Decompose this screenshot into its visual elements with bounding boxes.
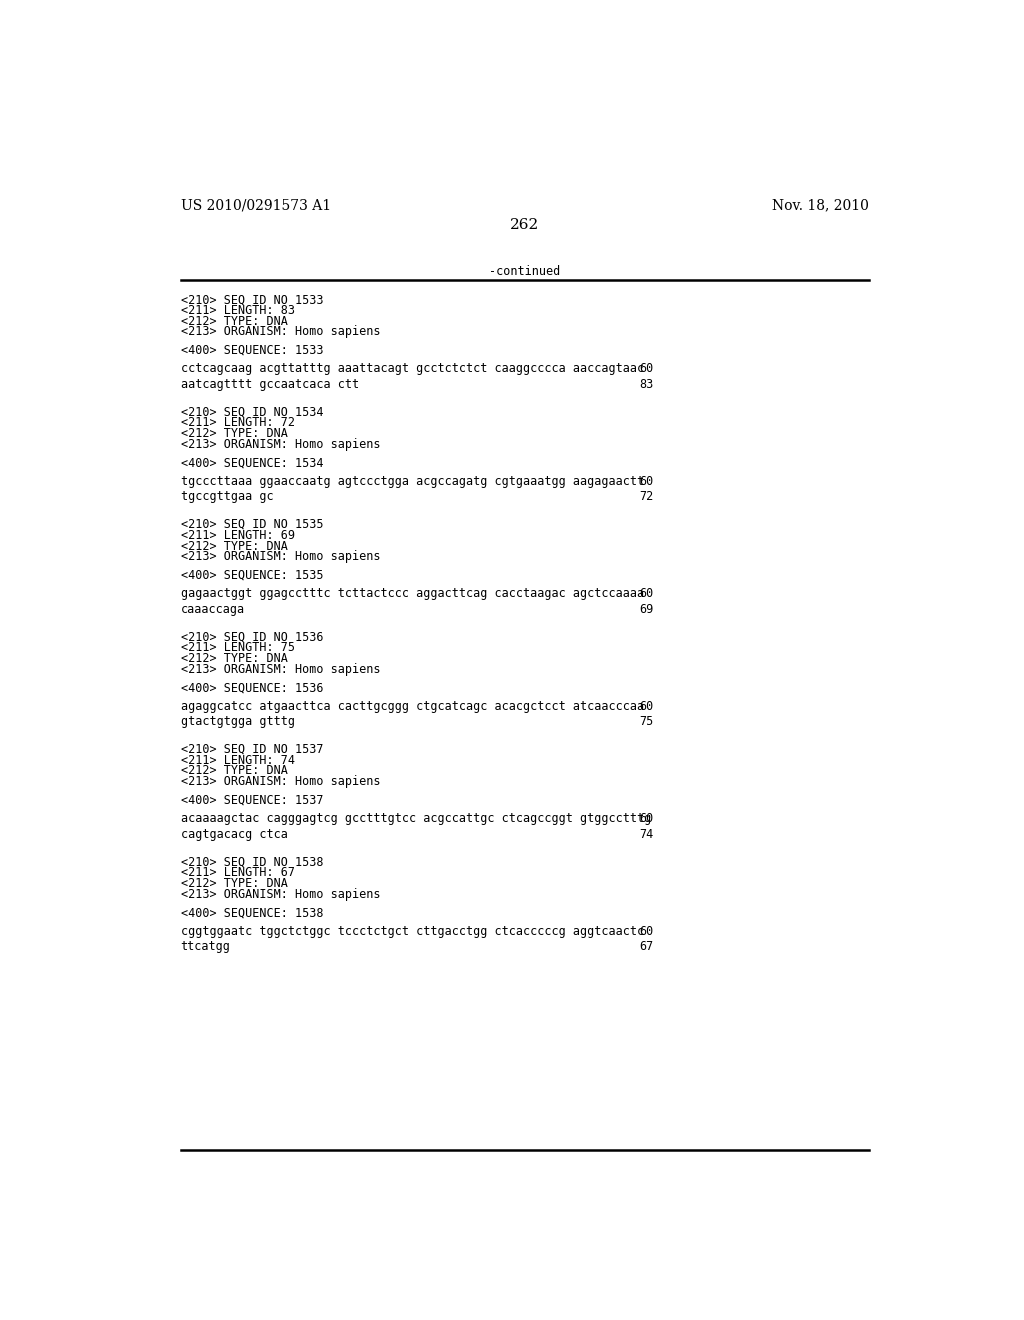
Text: -continued: -continued bbox=[489, 264, 560, 277]
Text: <213> ORGANISM: Homo sapiens: <213> ORGANISM: Homo sapiens bbox=[180, 775, 380, 788]
Text: <212> TYPE: DNA: <212> TYPE: DNA bbox=[180, 764, 288, 777]
Text: <212> TYPE: DNA: <212> TYPE: DNA bbox=[180, 428, 288, 440]
Text: <211> LENGTH: 74: <211> LENGTH: 74 bbox=[180, 754, 295, 767]
Text: gtactgtgga gtttg: gtactgtgga gtttg bbox=[180, 715, 295, 729]
Text: <400> SEQUENCE: 1536: <400> SEQUENCE: 1536 bbox=[180, 681, 324, 694]
Text: <213> ORGANISM: Homo sapiens: <213> ORGANISM: Homo sapiens bbox=[180, 550, 380, 564]
Text: 60: 60 bbox=[640, 475, 653, 488]
Text: <400> SEQUENCE: 1533: <400> SEQUENCE: 1533 bbox=[180, 345, 324, 356]
Text: <211> LENGTH: 83: <211> LENGTH: 83 bbox=[180, 304, 295, 317]
Text: <212> TYPE: DNA: <212> TYPE: DNA bbox=[180, 876, 288, 890]
Text: <400> SEQUENCE: 1534: <400> SEQUENCE: 1534 bbox=[180, 457, 324, 470]
Text: <210> SEQ ID NO 1535: <210> SEQ ID NO 1535 bbox=[180, 517, 324, 531]
Text: 67: 67 bbox=[640, 940, 653, 953]
Text: <213> ORGANISM: Homo sapiens: <213> ORGANISM: Homo sapiens bbox=[180, 887, 380, 900]
Text: 60: 60 bbox=[640, 812, 653, 825]
Text: caaaccaga: caaaccaga bbox=[180, 603, 245, 615]
Text: US 2010/0291573 A1: US 2010/0291573 A1 bbox=[180, 198, 331, 213]
Text: <210> SEQ ID NO 1538: <210> SEQ ID NO 1538 bbox=[180, 855, 324, 869]
Text: 72: 72 bbox=[640, 490, 653, 503]
Text: <211> LENGTH: 69: <211> LENGTH: 69 bbox=[180, 529, 295, 541]
Text: <400> SEQUENCE: 1538: <400> SEQUENCE: 1538 bbox=[180, 906, 324, 919]
Text: <210> SEQ ID NO 1536: <210> SEQ ID NO 1536 bbox=[180, 631, 324, 643]
Text: cctcagcaag acgttatttg aaattacagt gcctctctct caaggcccca aaccagtaac: cctcagcaag acgttatttg aaattacagt gcctctc… bbox=[180, 363, 644, 375]
Text: 60: 60 bbox=[640, 924, 653, 937]
Text: 83: 83 bbox=[640, 378, 653, 391]
Text: <212> TYPE: DNA: <212> TYPE: DNA bbox=[180, 314, 288, 327]
Text: 69: 69 bbox=[640, 603, 653, 615]
Text: cggtggaatc tggctctggc tccctctgct cttgacctgg ctcacccccg aggtcaactc: cggtggaatc tggctctggc tccctctgct cttgacc… bbox=[180, 924, 644, 937]
Text: <210> SEQ ID NO 1533: <210> SEQ ID NO 1533 bbox=[180, 293, 324, 306]
Text: <211> LENGTH: 67: <211> LENGTH: 67 bbox=[180, 866, 295, 879]
Text: <213> ORGANISM: Homo sapiens: <213> ORGANISM: Homo sapiens bbox=[180, 326, 380, 338]
Text: gagaactggt ggagcctttc tcttactccc aggacttcag cacctaagac agctccaaaa: gagaactggt ggagcctttc tcttactccc aggactt… bbox=[180, 587, 644, 601]
Text: ttcatgg: ttcatgg bbox=[180, 940, 230, 953]
Text: <400> SEQUENCE: 1537: <400> SEQUENCE: 1537 bbox=[180, 793, 324, 807]
Text: aatcagtttt gccaatcaca ctt: aatcagtttt gccaatcaca ctt bbox=[180, 378, 358, 391]
Text: 75: 75 bbox=[640, 715, 653, 729]
Text: tgccgttgaa gc: tgccgttgaa gc bbox=[180, 490, 273, 503]
Text: <210> SEQ ID NO 1537: <210> SEQ ID NO 1537 bbox=[180, 743, 324, 756]
Text: <213> ORGANISM: Homo sapiens: <213> ORGANISM: Homo sapiens bbox=[180, 663, 380, 676]
Text: <211> LENGTH: 72: <211> LENGTH: 72 bbox=[180, 416, 295, 429]
Text: 74: 74 bbox=[640, 828, 653, 841]
Text: agaggcatcc atgaacttca cacttgcggg ctgcatcagc acacgctcct atcaacccaa: agaggcatcc atgaacttca cacttgcggg ctgcatc… bbox=[180, 700, 644, 713]
Text: <212> TYPE: DNA: <212> TYPE: DNA bbox=[180, 652, 288, 665]
Text: 60: 60 bbox=[640, 587, 653, 601]
Text: <400> SEQUENCE: 1535: <400> SEQUENCE: 1535 bbox=[180, 569, 324, 582]
Text: 60: 60 bbox=[640, 700, 653, 713]
Text: tgcccttaaa ggaaccaatg agtccctgga acgccagatg cgtgaaatgg aagagaactt: tgcccttaaa ggaaccaatg agtccctgga acgccag… bbox=[180, 475, 644, 488]
Text: <213> ORGANISM: Homo sapiens: <213> ORGANISM: Homo sapiens bbox=[180, 438, 380, 451]
Text: acaaaagctac cagggagtcg gcctttgtcc acgccattgc ctcagccggt gtggcctttg: acaaaagctac cagggagtcg gcctttgtcc acgcca… bbox=[180, 812, 651, 825]
Text: cagtgacacg ctca: cagtgacacg ctca bbox=[180, 828, 288, 841]
Text: <212> TYPE: DNA: <212> TYPE: DNA bbox=[180, 540, 288, 553]
Text: <210> SEQ ID NO 1534: <210> SEQ ID NO 1534 bbox=[180, 405, 324, 418]
Text: 60: 60 bbox=[640, 363, 653, 375]
Text: <211> LENGTH: 75: <211> LENGTH: 75 bbox=[180, 642, 295, 655]
Text: Nov. 18, 2010: Nov. 18, 2010 bbox=[772, 198, 869, 213]
Text: 262: 262 bbox=[510, 218, 540, 232]
